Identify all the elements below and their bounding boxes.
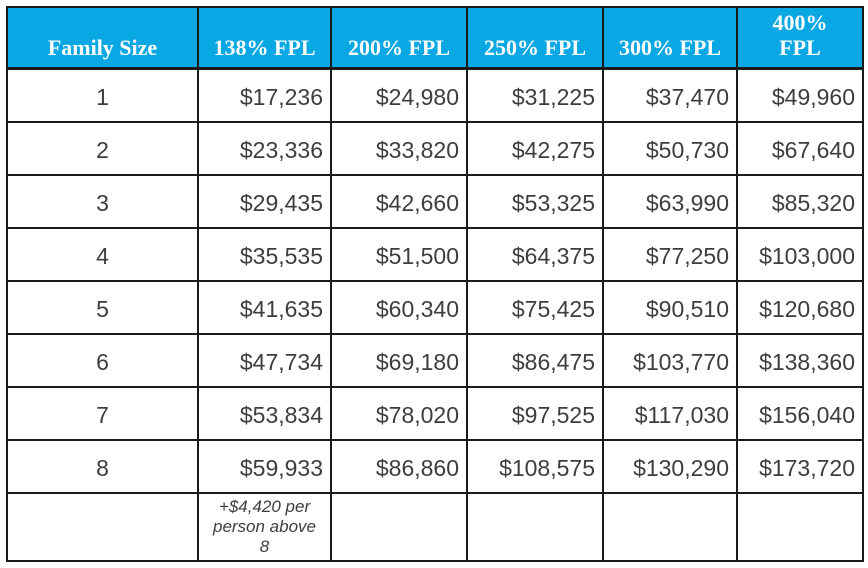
value-cell: $69,180 xyxy=(330,332,468,388)
footer-note-text: +$4,420 per person above 8 xyxy=(212,496,317,556)
empty-cell xyxy=(330,491,468,562)
col-header-400-fpl: 400% FPL xyxy=(736,6,864,71)
value-cell: $97,525 xyxy=(466,385,604,441)
empty-cell xyxy=(736,491,864,562)
value-cell: $60,340 xyxy=(330,279,468,335)
fpl-income-table: Family Size 138% FPL 200% FPL 250% FPL 3… xyxy=(6,6,864,562)
value-cell: $42,660 xyxy=(330,173,468,229)
value-cell: $53,325 xyxy=(466,173,604,229)
value-cell: $75,425 xyxy=(466,279,604,335)
table-row: 2 $23,336 $33,820 $42,275 $50,730 $67,64… xyxy=(6,120,864,176)
family-size-cell: 6 xyxy=(6,332,199,388)
value-cell: $29,435 xyxy=(197,173,332,229)
value-cell: $33,820 xyxy=(330,120,468,176)
footer-note-cell: +$4,420 per person above 8 xyxy=(197,491,332,562)
table-row: 6 $47,734 $69,180 $86,475 $103,770 $138,… xyxy=(6,332,864,388)
table-row: 8 $59,933 $86,860 $108,575 $130,290 $173… xyxy=(6,438,864,494)
empty-cell xyxy=(602,491,738,562)
value-cell: $108,575 xyxy=(466,438,604,494)
table-row: 3 $29,435 $42,660 $53,325 $63,990 $85,32… xyxy=(6,173,864,229)
value-cell: $103,770 xyxy=(602,332,738,388)
footer-note-row: +$4,420 per person above 8 xyxy=(6,491,864,562)
value-cell: $120,680 xyxy=(736,279,864,335)
value-cell: $23,336 xyxy=(197,120,332,176)
value-cell: $117,030 xyxy=(602,385,738,441)
value-cell: $90,510 xyxy=(602,279,738,335)
value-cell: $51,500 xyxy=(330,226,468,282)
family-size-cell: 3 xyxy=(6,173,199,229)
value-cell: $173,720 xyxy=(736,438,864,494)
col-header-300-fpl: 300% FPL xyxy=(602,6,738,71)
col-header-400-fpl-label: 400% FPL xyxy=(772,10,828,60)
value-cell: $130,290 xyxy=(602,438,738,494)
table-row: 1 $17,236 $24,980 $31,225 $37,470 $49,96… xyxy=(6,67,864,123)
col-header-250-fpl: 250% FPL xyxy=(466,6,604,71)
value-cell: $103,000 xyxy=(736,226,864,282)
header-row: Family Size 138% FPL 200% FPL 250% FPL 3… xyxy=(6,6,864,71)
value-cell: $86,860 xyxy=(330,438,468,494)
value-cell: $77,250 xyxy=(602,226,738,282)
empty-cell xyxy=(466,491,604,562)
value-cell: $24,980 xyxy=(330,67,468,123)
value-cell: $138,360 xyxy=(736,332,864,388)
value-cell: $17,236 xyxy=(197,67,332,123)
table-row: 5 $41,635 $60,340 $75,425 $90,510 $120,6… xyxy=(6,279,864,335)
value-cell: $156,040 xyxy=(736,385,864,441)
value-cell: $50,730 xyxy=(602,120,738,176)
value-cell: $35,535 xyxy=(197,226,332,282)
value-cell: $64,375 xyxy=(466,226,604,282)
family-size-cell: 2 xyxy=(6,120,199,176)
family-size-cell: 7 xyxy=(6,385,199,441)
value-cell: $63,990 xyxy=(602,173,738,229)
col-header-200-fpl: 200% FPL xyxy=(330,6,468,71)
family-size-cell: 1 xyxy=(6,67,199,123)
value-cell: $37,470 xyxy=(602,67,738,123)
value-cell: $41,635 xyxy=(197,279,332,335)
value-cell: $31,225 xyxy=(466,67,604,123)
value-cell: $53,834 xyxy=(197,385,332,441)
value-cell: $47,734 xyxy=(197,332,332,388)
empty-cell xyxy=(6,491,199,562)
value-cell: $59,933 xyxy=(197,438,332,494)
value-cell: $42,275 xyxy=(466,120,604,176)
value-cell: $86,475 xyxy=(466,332,604,388)
family-size-cell: 4 xyxy=(6,226,199,282)
col-header-family-size: Family Size xyxy=(6,6,199,71)
value-cell: $49,960 xyxy=(736,67,864,123)
value-cell: $67,640 xyxy=(736,120,864,176)
value-cell: $78,020 xyxy=(330,385,468,441)
col-header-138-fpl: 138% FPL xyxy=(197,6,332,71)
table-row: 4 $35,535 $51,500 $64,375 $77,250 $103,0… xyxy=(6,226,864,282)
family-size-cell: 8 xyxy=(6,438,199,494)
value-cell: $85,320 xyxy=(736,173,864,229)
table-row: 7 $53,834 $78,020 $97,525 $117,030 $156,… xyxy=(6,385,864,441)
family-size-cell: 5 xyxy=(6,279,199,335)
